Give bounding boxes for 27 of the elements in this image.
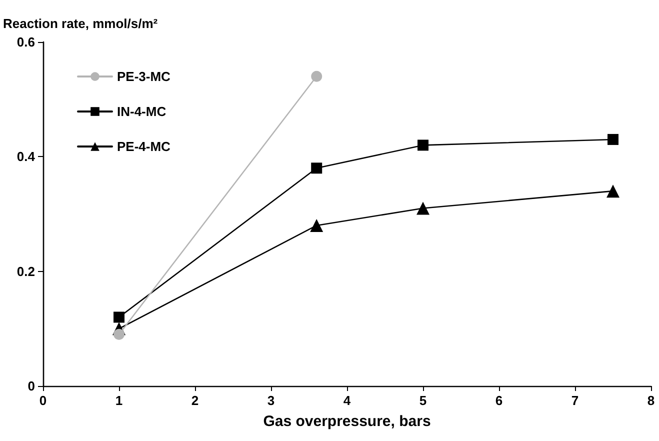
x-tick-label: 1: [115, 393, 123, 408]
point: [114, 312, 124, 323]
legend-label: PE-4-MC: [117, 139, 172, 154]
point: [608, 134, 618, 145]
x-axis-title: Gas overpressure, bars: [263, 413, 431, 430]
y-tick-label: 0.2: [16, 264, 35, 279]
y-tick-label: 0.4: [16, 149, 36, 164]
x-tick-label: 2: [191, 393, 199, 408]
x-tick-label: 0: [39, 393, 47, 408]
x-tick-label: 7: [571, 393, 579, 408]
x-tick-label: 3: [267, 393, 275, 408]
point: [418, 140, 428, 151]
point: [606, 184, 620, 198]
point: [311, 70, 322, 82]
legend-label: PE-3-MC: [117, 69, 172, 84]
x-tick-label: 5: [419, 393, 427, 408]
point: [416, 202, 430, 215]
legend-label: IN-4-MC: [117, 104, 167, 119]
point: [310, 218, 324, 232]
x-tick-label: 8: [647, 393, 655, 408]
y-tick-label: 0: [28, 378, 35, 394]
point: [311, 162, 322, 174]
x-tick-label: 4: [343, 393, 352, 408]
x-tick-label: 6: [495, 393, 503, 408]
y-tick-label: 0.6: [16, 34, 35, 50]
point: [114, 328, 124, 340]
y-axis-title: Reaction rate, mmol/s/m²: [3, 16, 158, 31]
